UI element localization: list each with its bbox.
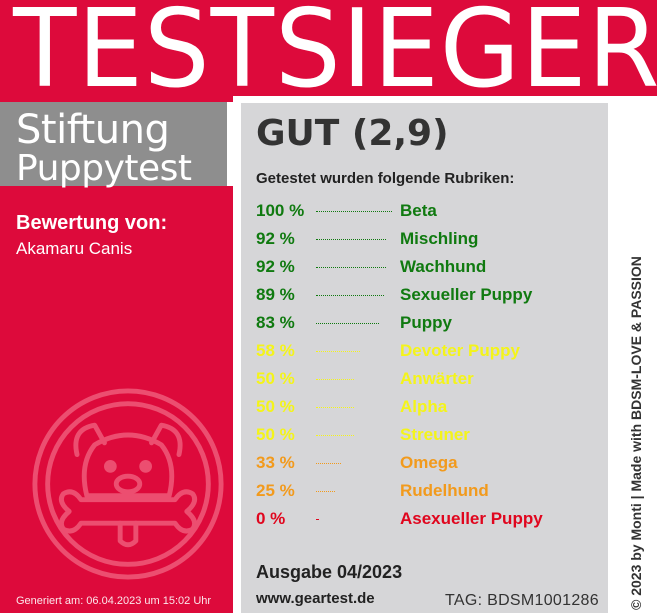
category-percent: 25 % (256, 481, 295, 500)
category-row: 83 % Puppy (256, 311, 601, 339)
categories-intro: Getestet wurden folgende Rubriken: (256, 170, 515, 187)
category-score-bar (316, 463, 341, 464)
generated-timestamp: Generiert am: 06.04.2023 um 15:02 Uhr (16, 595, 212, 607)
rating-label: Bewertung von: (16, 212, 168, 234)
brand-line1: Stiftung (16, 107, 170, 153)
brand-box-inner: Stiftung Puppytest (0, 102, 227, 189)
testsieger-banner: TESTSIEGER (0, 0, 657, 96)
category-percent: 58 % (256, 341, 295, 360)
category-row: 50 % Streuner (256, 423, 601, 451)
category-percent: 33 % (256, 453, 295, 472)
issue-label: Ausgabe 04/2023 (256, 562, 403, 582)
category-name: Omega (400, 453, 458, 472)
category-name: Mischling (400, 229, 479, 248)
grade-title: GUT (2,9) (256, 113, 449, 154)
category-name: Anwärter (400, 369, 474, 388)
category-name: Beta (400, 201, 437, 220)
category-row: 92 % Wachhund (256, 255, 601, 283)
category-percent: 92 % (256, 257, 295, 276)
category-score-bar (316, 211, 392, 212)
category-score-bar (316, 323, 379, 324)
category-name: Wachhund (400, 257, 487, 276)
left-panel: Stiftung Puppytest Bewertung von: Akamar… (0, 96, 233, 613)
category-percent: 50 % (256, 425, 295, 444)
category-percent: 92 % (256, 229, 295, 248)
category-name: Puppy (400, 313, 452, 332)
category-percent: 50 % (256, 369, 295, 388)
category-score-bar (316, 491, 335, 492)
category-name: Alpha (400, 397, 448, 416)
category-score-bar (316, 519, 318, 520)
category-row: 33 % Omega (256, 451, 601, 479)
category-percent: 83 % (256, 313, 295, 332)
category-row: 50 % Anwärter (256, 367, 601, 395)
category-score-bar (316, 407, 354, 408)
category-name: Streuner (400, 425, 470, 444)
category-row: 89 % Sexueller Puppy (256, 283, 601, 311)
website-link[interactable]: www.geartest.de (256, 590, 375, 607)
category-name: Asexueller Puppy (400, 509, 543, 528)
brand-line2: Puppytest (16, 148, 192, 189)
result-panel: GUT (2,9) Getestet wurden folgende Rubri… (241, 103, 608, 613)
category-row: 92 % Mischling (256, 227, 601, 255)
banner-title: TESTSIEGER (13, 0, 657, 96)
category-row: 58 % Devoter Puppy (256, 339, 601, 367)
category-row: 100 % Beta (256, 199, 601, 227)
category-row: 0 % Asexueller Puppy (256, 507, 601, 535)
tag-id: TAG: BDSM1001286 (445, 592, 599, 609)
category-name: Rudelhund (400, 481, 489, 500)
category-row: 25 % Rudelhund (256, 479, 601, 507)
category-percent: 0 % (256, 509, 286, 528)
rating-name: Akamaru Canis (16, 239, 133, 258)
dog-logo-icon (32, 388, 224, 580)
category-score-bar (316, 239, 386, 240)
category-row: 50 % Alpha (256, 395, 601, 423)
category-score-bar (316, 295, 384, 296)
credit-vertical: © 2023 by Monti | Made with BDSM-LOVE & … (628, 256, 644, 610)
category-name: Devoter Puppy (400, 341, 520, 360)
category-name: Sexueller Puppy (400, 285, 533, 304)
category-score-bar (316, 379, 354, 380)
category-list: 100 % Beta 92 % Mischling 92 % Wachhund 89 % Se… (256, 199, 601, 535)
category-percent: 100 % (256, 201, 305, 220)
category-score-bar (316, 267, 386, 268)
category-percent: 89 % (256, 285, 295, 304)
category-score-bar (316, 435, 354, 436)
category-percent: 50 % (256, 397, 295, 416)
brand-box: Stiftung Puppytest (0, 102, 233, 189)
category-score-bar (316, 351, 360, 352)
